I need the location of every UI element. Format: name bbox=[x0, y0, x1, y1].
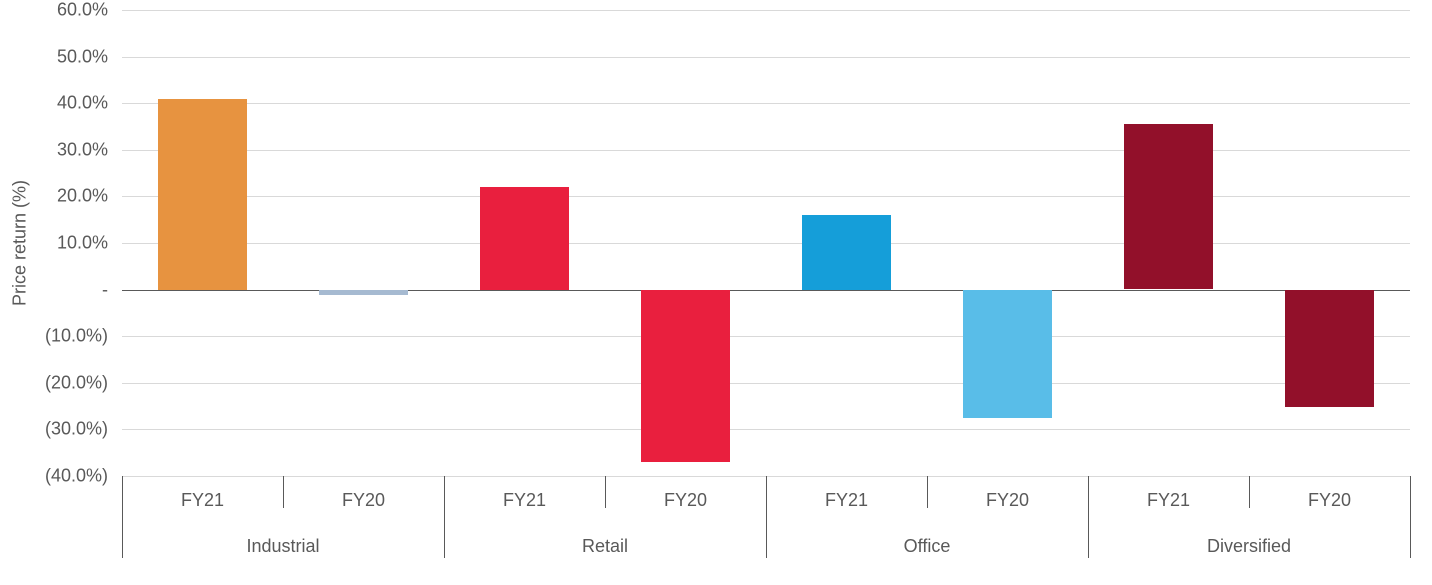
bar bbox=[1124, 124, 1213, 289]
gridline bbox=[122, 336, 1410, 337]
gridline bbox=[122, 196, 1410, 197]
x-group-label: Office bbox=[904, 536, 951, 557]
x-group-label: Industrial bbox=[246, 536, 319, 557]
gridline bbox=[122, 429, 1410, 430]
x-group-separator bbox=[766, 476, 767, 558]
price-return-chart: (40.0%)(30.0%)(20.0%)(10.0%) -10.0%20.0%… bbox=[0, 0, 1432, 585]
gridline bbox=[122, 150, 1410, 151]
x-tick-label: FY21 bbox=[1147, 490, 1190, 511]
y-tick-label: (20.0%) bbox=[0, 372, 108, 393]
x-group-separator bbox=[444, 476, 445, 558]
x-tick-label: FY21 bbox=[825, 490, 868, 511]
x-group-label: Retail bbox=[582, 536, 628, 557]
x-tick-separator bbox=[605, 476, 606, 508]
bar bbox=[963, 290, 1052, 418]
y-axis-label: Price return (%) bbox=[10, 180, 31, 306]
gridline bbox=[122, 10, 1410, 11]
y-tick-label: (10.0%) bbox=[0, 326, 108, 347]
x-group-separator bbox=[1410, 476, 1411, 558]
gridline bbox=[122, 103, 1410, 104]
x-group-separator bbox=[122, 476, 123, 558]
x-tick-separator bbox=[927, 476, 928, 508]
x-axis-line bbox=[122, 290, 1410, 291]
bar bbox=[480, 187, 569, 290]
bar bbox=[641, 290, 730, 462]
y-tick-label: 50.0% bbox=[0, 46, 108, 67]
x-tick-label: FY20 bbox=[986, 490, 1029, 511]
bar bbox=[802, 215, 891, 290]
x-tick-label: FY21 bbox=[503, 490, 546, 511]
x-group-label: Diversified bbox=[1207, 536, 1291, 557]
x-tick-label: FY21 bbox=[181, 490, 224, 511]
x-tick-label: FY20 bbox=[342, 490, 385, 511]
x-tick-label: FY20 bbox=[664, 490, 707, 511]
bar bbox=[319, 290, 408, 295]
x-tick-separator bbox=[1249, 476, 1250, 508]
bar bbox=[1285, 290, 1374, 407]
y-tick-label: 40.0% bbox=[0, 93, 108, 114]
y-tick-label: (40.0%) bbox=[0, 466, 108, 487]
gridline bbox=[122, 383, 1410, 384]
y-tick-label: (30.0%) bbox=[0, 419, 108, 440]
gridline bbox=[122, 243, 1410, 244]
y-tick-label: 30.0% bbox=[0, 139, 108, 160]
x-tick-label: FY20 bbox=[1308, 490, 1351, 511]
bar bbox=[158, 99, 247, 290]
gridline bbox=[122, 57, 1410, 58]
x-tick-separator bbox=[283, 476, 284, 508]
y-tick-label: 60.0% bbox=[0, 0, 108, 21]
x-group-separator bbox=[1088, 476, 1089, 558]
